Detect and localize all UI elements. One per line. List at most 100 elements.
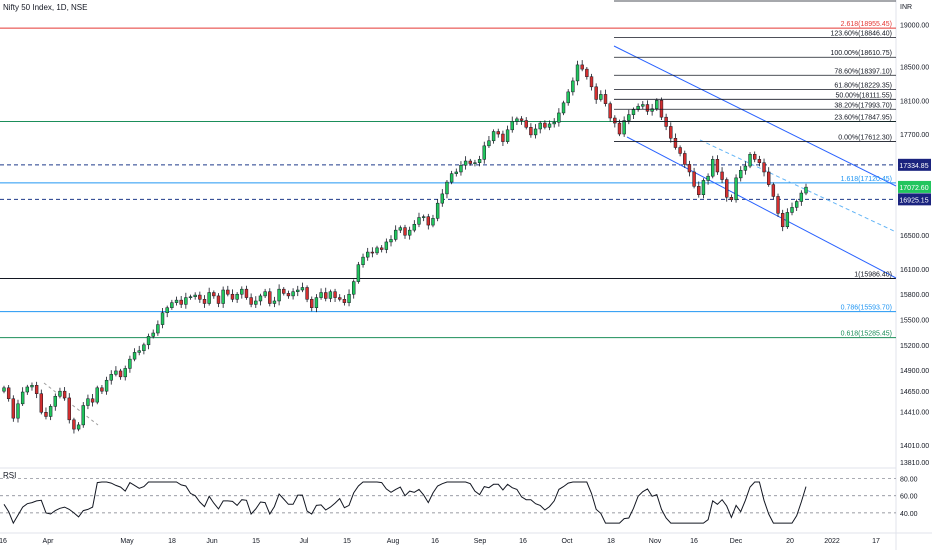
candle-body bbox=[757, 159, 762, 163]
candle-body bbox=[146, 336, 151, 346]
candle-body bbox=[445, 181, 449, 195]
channel-lower-line bbox=[626, 136, 897, 279]
candle-body bbox=[226, 289, 230, 295]
time-axis: 16 Apr May 18 Jun 15 Jul 15 Aug 16 Sep 16 Oct 18 Nov 16… bbox=[0, 538, 880, 545]
candle-body bbox=[552, 121, 556, 125]
candle-body bbox=[631, 109, 636, 115]
fib-retracement-label: 61.80%(18229.35) bbox=[834, 82, 892, 89]
rsi-label: RSI bbox=[3, 471, 17, 480]
candle-body bbox=[743, 165, 748, 171]
price-tags: 17334.85 17072.60 16925.15 bbox=[898, 158, 931, 206]
fib-retracement-label: 50.00%(18111.55) bbox=[835, 92, 892, 99]
candle-body bbox=[277, 288, 281, 302]
fib-retracement-label: 38.20%(17993.70) bbox=[834, 102, 892, 109]
price-tag bbox=[898, 158, 931, 171]
candle-body bbox=[114, 370, 118, 375]
candle-body bbox=[142, 344, 146, 351]
candle-body bbox=[291, 291, 295, 297]
candle-body bbox=[305, 287, 309, 300]
candle-body bbox=[566, 91, 570, 104]
candle-body bbox=[81, 405, 85, 426]
candle-body bbox=[510, 121, 514, 131]
candle-body bbox=[557, 112, 561, 123]
fib-extension-label: 1(15986.40) bbox=[854, 272, 892, 279]
candle-body bbox=[375, 247, 379, 254]
candle-body bbox=[207, 292, 211, 304]
candle-body bbox=[421, 216, 426, 218]
candle-body bbox=[398, 227, 403, 231]
candle-body bbox=[338, 297, 342, 300]
candle-body bbox=[753, 154, 757, 160]
candle-body bbox=[715, 159, 720, 173]
candle-body bbox=[272, 300, 277, 304]
candle-body bbox=[459, 164, 463, 173]
candle-body bbox=[300, 287, 305, 291]
candle-body bbox=[100, 387, 104, 392]
candle-body bbox=[501, 133, 505, 142]
candle-body bbox=[762, 162, 766, 173]
time-axis-label: 16 bbox=[519, 538, 527, 545]
candle-body bbox=[170, 302, 174, 308]
candle-body bbox=[282, 288, 286, 294]
candle-body bbox=[128, 358, 132, 369]
price-tick-label: 16100.00 bbox=[900, 267, 929, 274]
candle-body bbox=[729, 197, 734, 201]
candle-body bbox=[776, 196, 780, 214]
candle-body bbox=[179, 299, 183, 305]
candle-body bbox=[477, 159, 482, 163]
rsi-tick-label: 60.00 bbox=[900, 494, 918, 501]
price-tick-label: 17700.00 bbox=[900, 132, 929, 139]
candle-body bbox=[67, 397, 71, 421]
candle-body bbox=[198, 294, 202, 300]
candle-body bbox=[165, 307, 169, 314]
time-axis-label: 15 bbox=[252, 538, 260, 545]
price-tick-label: 14900.00 bbox=[900, 368, 929, 375]
candle-body bbox=[613, 117, 617, 124]
candle-body bbox=[361, 256, 365, 265]
candle-body bbox=[804, 186, 808, 194]
fib-extension-label: 1.618(17120.45) bbox=[841, 176, 892, 183]
fib-retracement-label: 78.60%(18397.10) bbox=[834, 68, 892, 75]
candle-body bbox=[44, 412, 48, 417]
candle-body bbox=[342, 299, 347, 303]
candle-body bbox=[692, 171, 696, 187]
price-tick-label: 13810.00 bbox=[900, 460, 929, 467]
candle-body bbox=[258, 295, 263, 302]
time-axis-label: 16 bbox=[0, 538, 7, 545]
candle-body bbox=[794, 201, 799, 208]
candle-body bbox=[645, 104, 650, 112]
candle-body bbox=[160, 312, 165, 325]
candle-body bbox=[123, 368, 127, 378]
candle-body bbox=[780, 213, 785, 228]
candle-body bbox=[370, 251, 375, 254]
time-axis-label: Dec bbox=[730, 538, 743, 545]
price-tick-label: 14410.00 bbox=[900, 409, 929, 416]
candle-body bbox=[324, 292, 328, 299]
candle-body bbox=[720, 171, 724, 180]
candle-body bbox=[711, 159, 715, 177]
candle-body bbox=[34, 385, 39, 394]
candle-body bbox=[151, 332, 155, 337]
channel-mid-line bbox=[699, 139, 897, 233]
time-axis-label: Apr bbox=[43, 538, 55, 545]
trend-channel bbox=[43, 45, 897, 426]
candle-body bbox=[240, 288, 244, 295]
candle-body bbox=[25, 386, 30, 393]
candle-body bbox=[137, 350, 141, 353]
candle-body bbox=[310, 299, 314, 308]
candle-body bbox=[333, 291, 337, 298]
time-axis-label: Nov bbox=[649, 538, 662, 545]
fib-extension-label: 2.618(18955.45) bbox=[841, 21, 892, 28]
candle-body bbox=[286, 293, 291, 297]
chart-title: Nifty 50 Index, 1D, NSE bbox=[3, 3, 88, 12]
candle-body bbox=[496, 131, 500, 135]
candle-body bbox=[589, 76, 594, 88]
time-axis-label: 18 bbox=[168, 538, 176, 545]
candle-body bbox=[20, 391, 25, 405]
candle-body bbox=[785, 212, 790, 228]
channel-upper-line bbox=[613, 45, 897, 187]
price-tag-label: 16925.15 bbox=[899, 197, 928, 204]
candle-body bbox=[799, 192, 804, 202]
candle-body bbox=[748, 154, 752, 167]
